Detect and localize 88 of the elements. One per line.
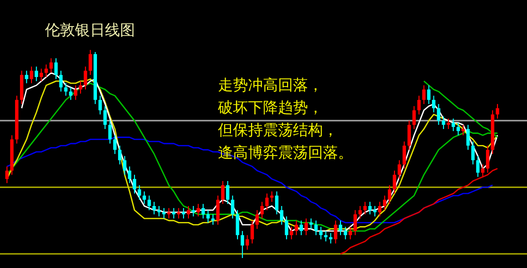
candlestick: [128, 166, 132, 184]
candlestick: [358, 205, 362, 219]
candlestick: [201, 203, 205, 219]
candlestick: [34, 66, 38, 82]
candlestick: [402, 140, 406, 170]
candlestick: [334, 220, 338, 244]
annotation: 但保持震荡结构，: [218, 121, 338, 139]
candlestick: [192, 205, 196, 217]
candlestick: [319, 226, 323, 240]
candlestick: [412, 106, 416, 130]
candlestick: [138, 184, 142, 200]
candlestick: [456, 122, 460, 136]
candlestick: [216, 195, 220, 226]
candlestick: [338, 220, 342, 236]
candlestick: [148, 195, 151, 211]
candlestick: [432, 95, 436, 113]
candlestick: [226, 180, 230, 204]
candlestick: [142, 190, 146, 204]
candlestick: [49, 58, 53, 74]
candlestick: [280, 205, 284, 226]
candlestick: [69, 86, 72, 100]
candlestick: [172, 208, 176, 219]
candlestick: [275, 190, 278, 215]
candlestick: [30, 66, 34, 84]
candlestick: [59, 70, 63, 92]
candlestick: [486, 145, 490, 174]
candlestick: [240, 230, 244, 259]
candlestick: [206, 210, 210, 224]
candlestick: [113, 134, 117, 154]
candlestick: [329, 232, 332, 244]
candlestick: [309, 218, 313, 230]
chart-title: 伦敦银日线图: [45, 21, 135, 39]
candlestick: [422, 84, 426, 105]
candlestick: [300, 220, 303, 236]
candlestick: [122, 156, 126, 176]
candlestick: [427, 84, 431, 105]
candlestick: [103, 106, 107, 130]
candlestick: [24, 70, 28, 84]
candlestick: [167, 208, 171, 219]
candlestick: [152, 201, 156, 215]
candlestick: [246, 234, 250, 250]
candlestick: [186, 205, 190, 219]
candlestick: [368, 201, 372, 215]
candlestick: [378, 201, 382, 217]
candlestick: [324, 230, 328, 242]
candlestick: [348, 226, 352, 240]
candlestick: [176, 208, 180, 219]
candlestick: [354, 210, 357, 236]
candlestick: [118, 145, 122, 165]
candlestick: [5, 166, 9, 184]
candlestick: [162, 208, 166, 219]
annotation: 走势冲高回落，: [218, 76, 323, 94]
candlestick: [452, 118, 456, 132]
candlestick: [221, 180, 224, 204]
candlestick: [88, 49, 92, 76]
candlestick: [64, 82, 68, 96]
candlestick: [314, 220, 318, 236]
candlestick: [44, 64, 48, 78]
candlestick: [407, 120, 411, 150]
candlestick: [182, 208, 186, 219]
candlestick: [496, 104, 500, 120]
candlestick: [84, 66, 88, 90]
candlestick: [398, 160, 402, 180]
candlestick: [196, 203, 200, 217]
candlestick: [74, 84, 78, 100]
candlestick: [294, 220, 298, 236]
candlestick: [471, 140, 475, 165]
candlestick: [461, 124, 465, 136]
candlestick: [98, 95, 102, 115]
candlestick: [260, 201, 264, 219]
candlestick: [230, 195, 234, 219]
candlestick: [436, 104, 440, 126]
candlestick: [40, 68, 43, 82]
candlestick: [481, 164, 484, 178]
candlestick: [265, 193, 269, 211]
candlestick: [382, 195, 386, 211]
candlestick: [250, 220, 254, 244]
candlestick: [373, 205, 377, 217]
candlestick: [304, 218, 308, 236]
candlestick: [344, 226, 348, 240]
candlestick: [446, 118, 450, 130]
candlestick: [442, 116, 446, 130]
candlestick: [270, 190, 274, 202]
candlestick: [388, 184, 392, 204]
annotation: 破坏下降趋势，: [217, 98, 323, 116]
candlestick: [284, 216, 288, 240]
candlestick: [255, 210, 259, 230]
candlestick: [476, 156, 480, 178]
